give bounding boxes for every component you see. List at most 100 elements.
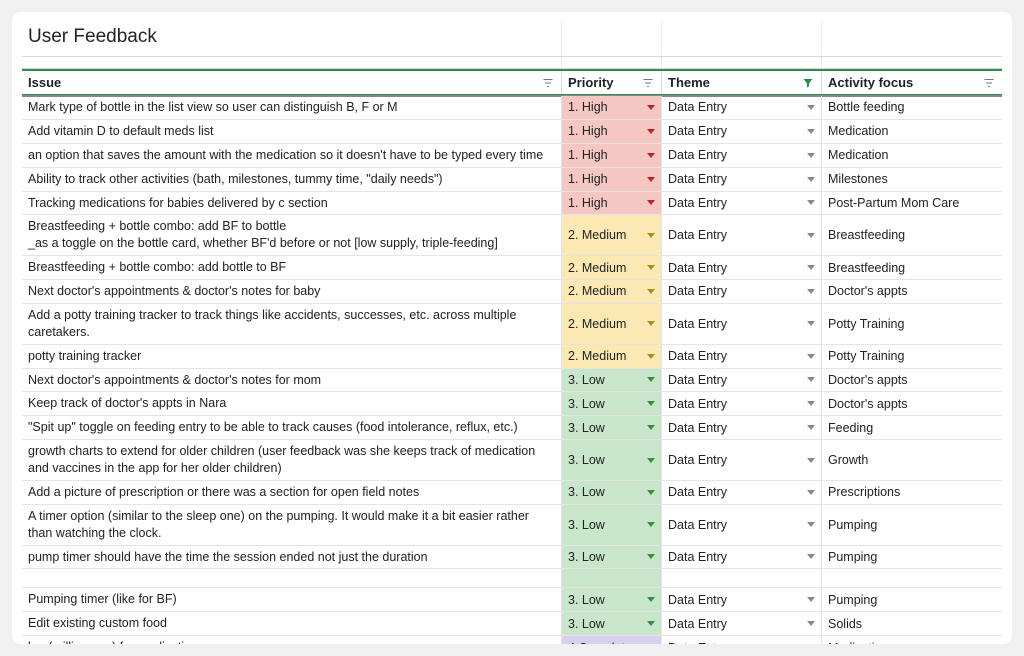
chevron-down-icon[interactable]	[807, 177, 815, 182]
chevron-down-icon[interactable]	[647, 458, 655, 463]
chevron-down-icon[interactable]	[807, 265, 815, 270]
priority-cell[interactable]: 1. High	[562, 120, 662, 143]
priority-cell[interactable]: 1. High	[562, 144, 662, 167]
chevron-down-icon[interactable]	[647, 105, 655, 110]
theme-cell[interactable]: Data Entry	[662, 144, 822, 167]
theme-cell[interactable]: Data Entry	[662, 546, 822, 569]
issue-cell[interactable]: Add a potty training tracker to track th…	[22, 304, 562, 344]
priority-cell[interactable]: 3. Low	[562, 392, 662, 415]
priority-cell[interactable]: 3. Low	[562, 481, 662, 504]
activity-cell[interactable]: Doctor's appts	[822, 369, 1002, 392]
priority-cell[interactable]: 3. Low	[562, 588, 662, 611]
issue-cell[interactable]: log (milligrams ) for medications	[22, 636, 562, 644]
theme-cell[interactable]: Data Entry	[662, 481, 822, 504]
chevron-down-icon[interactable]	[807, 401, 815, 406]
issue-cell[interactable]: pump timer should have the time the sess…	[22, 546, 562, 569]
column-header-priority[interactable]: Priority	[562, 71, 662, 94]
issue-cell[interactable]: A timer option (similar to the sleep one…	[22, 505, 562, 545]
chevron-down-icon[interactable]	[807, 490, 815, 495]
issue-cell[interactable]: Breastfeeding + bottle combo: add bottle…	[22, 256, 562, 279]
chevron-down-icon[interactable]	[807, 522, 815, 527]
issue-cell[interactable]: Tracking medications for babies delivere…	[22, 192, 562, 215]
chevron-down-icon[interactable]	[647, 554, 655, 559]
priority-cell[interactable]: 4.Complete	[562, 636, 662, 644]
activity-cell[interactable]: Bottle feeding	[822, 96, 1002, 119]
activity-cell[interactable]: Medication	[822, 636, 1002, 644]
theme-cell[interactable]: Data Entry	[662, 369, 822, 392]
priority-cell[interactable]: 2. Medium	[562, 345, 662, 368]
activity-cell[interactable]: Feeding	[822, 416, 1002, 439]
chevron-down-icon[interactable]	[647, 233, 655, 238]
theme-cell[interactable]: Data Entry	[662, 345, 822, 368]
chevron-down-icon[interactable]	[647, 153, 655, 158]
issue-cell[interactable]	[22, 569, 562, 587]
priority-cell[interactable]: 3. Low	[562, 612, 662, 635]
activity-cell[interactable]: Potty Training	[822, 345, 1002, 368]
theme-cell[interactable]: Data Entry	[662, 612, 822, 635]
theme-cell[interactable]: Data Entry	[662, 392, 822, 415]
theme-cell[interactable]: Data Entry	[662, 120, 822, 143]
priority-cell[interactable]: 2. Medium	[562, 304, 662, 344]
issue-cell[interactable]: Add a picture of prescription or there w…	[22, 481, 562, 504]
chevron-down-icon[interactable]	[647, 425, 655, 430]
chevron-down-icon[interactable]	[647, 265, 655, 270]
chevron-down-icon[interactable]	[647, 621, 655, 626]
issue-cell[interactable]: Next doctor's appointments & doctor's no…	[22, 280, 562, 303]
chevron-down-icon[interactable]	[647, 129, 655, 134]
priority-cell[interactable]	[562, 569, 662, 587]
activity-cell[interactable]: Doctor's appts	[822, 280, 1002, 303]
issue-cell[interactable]: Ability to track other activities (bath,…	[22, 168, 562, 191]
activity-cell[interactable]	[822, 569, 1002, 587]
activity-cell[interactable]: Medication	[822, 120, 1002, 143]
theme-cell[interactable]: Data Entry	[662, 168, 822, 191]
chevron-down-icon[interactable]	[647, 177, 655, 182]
chevron-down-icon[interactable]	[647, 401, 655, 406]
activity-cell[interactable]: Breastfeeding	[822, 215, 1002, 255]
chevron-down-icon[interactable]	[647, 354, 655, 359]
activity-cell[interactable]: Solids	[822, 612, 1002, 635]
chevron-down-icon[interactable]	[647, 597, 655, 602]
column-header-theme[interactable]: Theme	[662, 71, 822, 94]
chevron-down-icon[interactable]	[647, 377, 655, 382]
theme-cell[interactable]: Data Entry	[662, 505, 822, 545]
theme-cell[interactable]: Data Entry	[662, 588, 822, 611]
activity-cell[interactable]: Prescriptions	[822, 481, 1002, 504]
activity-cell[interactable]: Growth	[822, 440, 1002, 480]
priority-cell[interactable]: 3. Low	[562, 369, 662, 392]
activity-cell[interactable]: Pumping	[822, 546, 1002, 569]
priority-cell[interactable]: 1. High	[562, 96, 662, 119]
chevron-down-icon[interactable]	[807, 233, 815, 238]
chevron-down-icon[interactable]	[647, 490, 655, 495]
filter-icon[interactable]	[982, 76, 996, 90]
chevron-down-icon[interactable]	[647, 522, 655, 527]
chevron-down-icon[interactable]	[807, 425, 815, 430]
column-header-activity[interactable]: Activity focus	[822, 71, 1002, 94]
priority-cell[interactable]: 2. Medium	[562, 280, 662, 303]
chevron-down-icon[interactable]	[807, 105, 815, 110]
chevron-down-icon[interactable]	[807, 200, 815, 205]
theme-cell[interactable]: Data Entry	[662, 192, 822, 215]
filter-icon[interactable]	[641, 76, 655, 90]
activity-cell[interactable]: Doctor's appts	[822, 392, 1002, 415]
chevron-down-icon[interactable]	[807, 458, 815, 463]
theme-cell[interactable]: Data Entry	[662, 440, 822, 480]
activity-cell[interactable]: Pumping	[822, 505, 1002, 545]
issue-cell[interactable]: an option that saves the amount with the…	[22, 144, 562, 167]
activity-cell[interactable]: Pumping	[822, 588, 1002, 611]
chevron-down-icon[interactable]	[807, 597, 815, 602]
priority-cell[interactable]: 2. Medium	[562, 215, 662, 255]
issue-cell[interactable]: potty training tracker	[22, 345, 562, 368]
chevron-down-icon[interactable]	[647, 321, 655, 326]
chevron-down-icon[interactable]	[807, 129, 815, 134]
priority-cell[interactable]: 3. Low	[562, 505, 662, 545]
theme-cell[interactable]: Data Entry	[662, 636, 822, 644]
theme-cell[interactable]	[662, 569, 822, 587]
filter-icon[interactable]	[541, 76, 555, 90]
chevron-down-icon[interactable]	[807, 354, 815, 359]
theme-cell[interactable]: Data Entry	[662, 280, 822, 303]
issue-cell[interactable]: "Spit up" toggle on feeding entry to be …	[22, 416, 562, 439]
issue-cell[interactable]: Mark type of bottle in the list view so …	[22, 96, 562, 119]
chevron-down-icon[interactable]	[647, 200, 655, 205]
issue-cell[interactable]: Edit existing custom food	[22, 612, 562, 635]
theme-cell[interactable]: Data Entry	[662, 256, 822, 279]
